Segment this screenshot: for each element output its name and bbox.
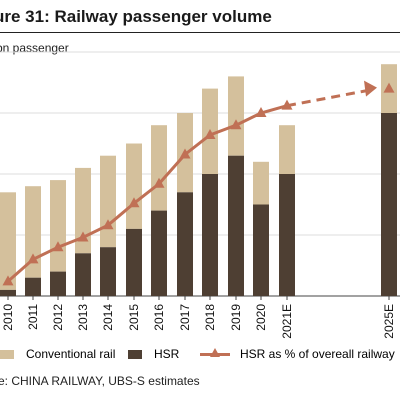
bar-hsr-2011 xyxy=(25,277,41,296)
bar-conventional-2016 xyxy=(151,125,167,211)
x-tick-label-2017: 2017 xyxy=(178,304,192,331)
gridlines xyxy=(0,51,400,297)
bar-conventional-2014 xyxy=(100,155,116,248)
legend-label-hsr: HSR xyxy=(154,347,180,361)
legend-item-line: HSR as % of overeall railway xyxy=(200,347,395,361)
hsr-share-line xyxy=(2,80,395,286)
bar-hsr-2025E xyxy=(381,113,397,296)
bar-conventional-2019 xyxy=(228,76,244,156)
bar-conventional-2011 xyxy=(25,186,41,278)
hsr-share-marker-2012 xyxy=(52,241,64,252)
bar-hsr-2010 xyxy=(0,289,16,296)
legend: Conventional rail HSR HSR as % of overea… xyxy=(0,347,400,363)
x-tick-label-2020: 2020 xyxy=(254,304,268,331)
hsr-share-marker-2019 xyxy=(230,119,242,130)
projection-arrowhead xyxy=(364,80,377,97)
bar-conventional-2020 xyxy=(253,161,269,205)
hsr-share-marker-2015 xyxy=(128,197,140,208)
hsr-share-marker-2017 xyxy=(179,148,191,159)
legend-label-line: HSR as % of overeall railway xyxy=(240,347,395,361)
hsr-share-marker-2011 xyxy=(27,253,39,264)
x-tick-label-2021E: 2021E xyxy=(280,304,294,339)
hsr-share-marker-2020 xyxy=(255,107,267,117)
bar-hsr-2013 xyxy=(75,253,91,296)
x-tick-label-2025E: 2025E xyxy=(382,304,396,339)
chart-title: ure 31: Railway passenger volume xyxy=(0,7,272,26)
hsr-share-marker-2010 xyxy=(2,275,14,286)
triangle-line-icon xyxy=(200,348,230,359)
x-axis: 2010 2011 2012 2013 2014 2015 2016 2017 2018 2019… xyxy=(1,296,396,339)
conventional-rail-swatch xyxy=(0,349,14,359)
bar-conventional-2015 xyxy=(126,143,142,229)
bar-conventional-2021E xyxy=(279,125,295,174)
bar-hsr-2020 xyxy=(253,204,269,296)
hsr-swatch xyxy=(128,349,142,359)
hsr-share-marker-2013 xyxy=(77,231,89,242)
hsr-share-marker-2016 xyxy=(153,177,165,188)
hsr-share-marker-2018 xyxy=(204,128,216,139)
x-tick-label-2018: 2018 xyxy=(203,304,217,331)
hsr-share-line-projection xyxy=(286,89,368,108)
legend-label-conventional: Conventional rail xyxy=(26,347,116,361)
legend-item-hsr: HSR xyxy=(128,347,179,361)
x-tick-label-2011: 2011 xyxy=(26,304,40,330)
source-note: e: CHINA RAILWAY, UBS-S estimates xyxy=(0,374,200,388)
hsr-share-line-actual xyxy=(7,104,288,283)
x-tick-label-2012: 2012 xyxy=(51,304,65,331)
stacked-bars xyxy=(0,64,397,296)
bar-conventional-2013 xyxy=(75,167,91,254)
x-tick-label-2019: 2019 xyxy=(229,304,243,331)
hsr-share-marker-2014 xyxy=(102,219,114,230)
bar-hsr-2021E xyxy=(279,174,295,296)
bar-hsr-2012 xyxy=(50,271,66,296)
x-tick-label-2015: 2015 xyxy=(127,304,141,331)
hsr-share-marker-2025E xyxy=(383,82,395,93)
bar-hsr-2016 xyxy=(151,210,167,296)
x-tick-label-2010: 2010 xyxy=(1,304,15,331)
bar-hsr-2019 xyxy=(228,155,244,296)
bar-hsr-2018 xyxy=(202,174,218,296)
bar-hsr-2014 xyxy=(100,247,116,296)
legend-item-conventional: Conventional rail xyxy=(0,347,115,361)
bar-hsr-2015 xyxy=(126,228,142,296)
x-tick-label-2014: 2014 xyxy=(101,304,115,331)
x-tick-label-2016: 2016 xyxy=(152,304,166,331)
x-tick-label-2013: 2013 xyxy=(76,304,90,331)
title-divider xyxy=(0,32,400,33)
bar-conventional-2012 xyxy=(50,180,66,272)
bar-conventional-2010 xyxy=(0,192,16,290)
hsr-share-marker-2021E xyxy=(281,99,293,110)
bar-hsr-2017 xyxy=(177,192,193,296)
